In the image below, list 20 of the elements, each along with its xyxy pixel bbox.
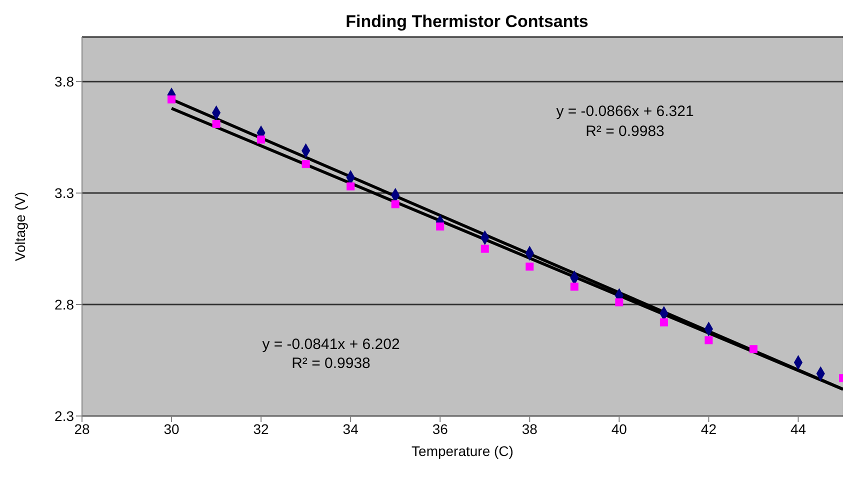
x-tick-label: 32 (253, 420, 270, 437)
annotation: R² = 0.9983 (584, 123, 666, 140)
x-tick-label: 40 (611, 420, 628, 437)
x-axis-title: Temperature (C) (412, 443, 514, 459)
y-axis-title: Voltage (V) (12, 192, 28, 262)
y-tick-label: 2.8 (54, 296, 74, 312)
x-tick-label: 34 (342, 420, 359, 437)
y-tick-label: 2.3 (54, 408, 74, 424)
y-tick-label: 3.3 (54, 185, 74, 202)
annotation: R² = 0.9938 (290, 355, 372, 372)
x-tick-label: 44 (790, 420, 806, 437)
x-tick-label: 30 (164, 420, 180, 437)
y-tick-label: 3.8 (54, 74, 74, 90)
annotation: y = -0.0841x + 6.202 (261, 336, 401, 353)
x-tick-label: 42 (700, 420, 717, 437)
annotation: y = -0.0866x + 6.321 (555, 103, 695, 120)
x-tick-label: 36 (432, 420, 448, 437)
x-tick-label: 38 (522, 420, 538, 437)
x-tick-label: 28 (74, 420, 90, 437)
chart-title: Finding Thermistor Contsants (344, 12, 590, 32)
